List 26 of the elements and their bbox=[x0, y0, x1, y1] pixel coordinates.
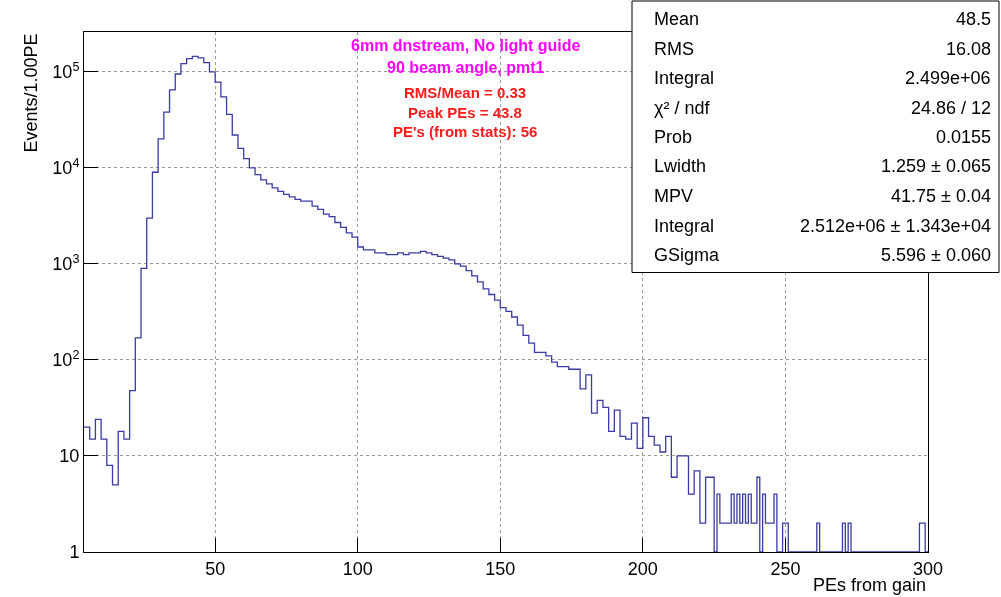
annotation: 6mm dnstream, No light guide bbox=[351, 37, 581, 54]
y-axis-title: Events/1.00PE bbox=[20, 33, 41, 153]
y-tick-label: 10$^{2}$ bbox=[52, 347, 80, 371]
x-tick-label: 100 bbox=[342, 558, 373, 579]
text: MPV 41.75 ± 0.04 bbox=[654, 186, 991, 206]
annotation: 90 beam angle, pmt1 bbox=[387, 59, 545, 76]
x-tick-label: 50 bbox=[205, 558, 226, 579]
x-tick-label: 250 bbox=[770, 558, 801, 579]
text: Lwidth 1.259 ± 0.065 bbox=[654, 156, 991, 176]
text: χ² / ndf 24.86 / 12 bbox=[654, 98, 992, 118]
text: Mean 48.5 bbox=[654, 9, 992, 29]
y-tick-label: 10$^{4}$ bbox=[52, 155, 80, 179]
x-tick-label: 150 bbox=[485, 558, 516, 579]
text: GSigma 5.596 ± 0.060 bbox=[654, 245, 991, 265]
annotation: RMS/Mean = 0.33 bbox=[404, 84, 527, 101]
x-tick-label: 200 bbox=[627, 558, 658, 579]
annotation: Peak PEs = 43.8 bbox=[408, 104, 522, 121]
y-tick-label: 10$^{5}$ bbox=[52, 59, 80, 83]
text: Integral 2.499e+06 bbox=[654, 68, 991, 88]
annotation: PE's (from stats): 56 bbox=[393, 123, 538, 140]
text: RMS 16.08 bbox=[654, 39, 992, 59]
text: Prob 0.0155 bbox=[654, 127, 992, 147]
y-tick-label: 10$^{3}$ bbox=[52, 251, 80, 275]
y-tick-label: 1 bbox=[69, 542, 80, 563]
y-tick-label: 10 bbox=[59, 446, 80, 467]
text: Integral 2.512e+06 ± 1.343e+04 bbox=[654, 216, 992, 236]
